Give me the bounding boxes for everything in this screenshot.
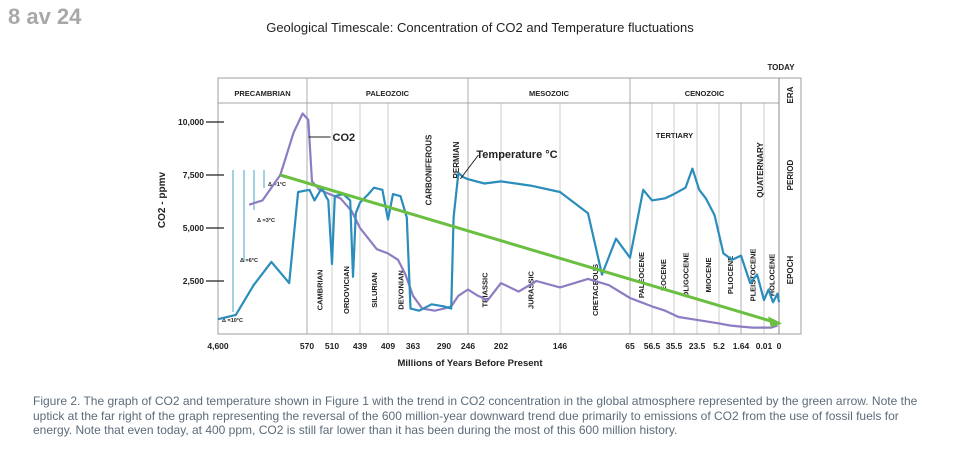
y-tick-label: 7,500 xyxy=(183,170,205,180)
temperature-annotation-line xyxy=(460,154,479,180)
epoch-label: SILURIAN xyxy=(370,272,379,307)
delta-label: Δ =6°C xyxy=(240,258,258,264)
epoch-label: JURASSIC xyxy=(527,270,536,309)
x-tick-label: 202 xyxy=(494,341,508,351)
delta-label: Δ =3°C xyxy=(257,218,275,224)
co2-annotation-label: CO2 xyxy=(333,132,356,144)
epoch-label: CRETACEOUS xyxy=(591,264,600,316)
x-tick-label: 409 xyxy=(381,341,395,351)
figure-caption: Figure 2. The graph of CO2 and temperatu… xyxy=(33,394,918,437)
chart-title: Geological Timescale: Concentration of C… xyxy=(266,20,694,35)
era-label: CENOZOIC xyxy=(685,89,725,98)
x-tick-label: 5.2 xyxy=(713,341,725,351)
x-tick-label: 23.5 xyxy=(689,341,706,351)
x-tick-label: 290 xyxy=(437,341,451,351)
x-tick-label: 56.5 xyxy=(644,341,661,351)
temperature-series-line xyxy=(217,167,781,321)
trend-arrow-head xyxy=(768,316,782,328)
epoch-label: EOCENE xyxy=(659,259,668,291)
y-tick-label: 5,000 xyxy=(183,223,205,233)
x-tick-label: 439 xyxy=(353,341,367,351)
trend-arrow-line xyxy=(279,173,773,323)
x-tick-label: 0.01 xyxy=(756,341,773,351)
x-axis-label: Millions of Years Before Present xyxy=(397,358,543,369)
x-tick-label: 510 xyxy=(325,341,339,351)
x-tick-label: 65 xyxy=(625,341,635,351)
period-label: TERTIARY xyxy=(656,131,693,140)
epoch-label: PLEISTOCENE xyxy=(749,249,758,302)
epoch-label: MIOCENE xyxy=(704,257,713,292)
x-tick-label: 246 xyxy=(461,341,475,351)
epoch-label: CAMBRIAN xyxy=(316,270,325,311)
era-label: PALEOZOIC xyxy=(366,89,410,98)
x-tick-label: 146 xyxy=(553,341,567,351)
period-label: PERMIAN xyxy=(452,141,461,178)
epoch-label: OLIGOCENE xyxy=(682,252,691,297)
delta-label: Δ =10°C xyxy=(222,318,243,324)
row-label: ERA xyxy=(786,86,795,103)
epoch-label: PLIOCENE xyxy=(726,256,735,294)
x-tick-label: 363 xyxy=(406,341,420,351)
x-tick-label: 570 xyxy=(300,341,314,351)
delta-label: Δ =1°C xyxy=(268,182,286,188)
y-axis-label: CO2 - ppmv xyxy=(157,172,168,229)
x-tick-label: 4,600 xyxy=(207,341,229,351)
epoch-label: ORDOVICIAN xyxy=(342,266,351,314)
slide-counter: 8 av 24 xyxy=(8,4,82,29)
epoch-label: TRIASSIC xyxy=(481,272,490,308)
epoch-label: HOLOCENE xyxy=(768,254,777,297)
y-tick-label: 10,000 xyxy=(178,117,204,127)
period-label: QUATERNARY xyxy=(756,142,765,198)
row-label-column xyxy=(778,77,802,335)
era-label: PRECAMBRIAN xyxy=(234,89,290,98)
x-tick-label: 35.5 xyxy=(666,341,683,351)
today-label: TODAY xyxy=(767,63,795,72)
x-tick-label: 1.64 xyxy=(733,341,750,351)
period-label: CARBONIFEROUS xyxy=(425,134,434,205)
epoch-label: DEVONIAN xyxy=(397,270,406,310)
era-label: MESOZOIC xyxy=(529,89,570,98)
epoch-label: PALEOCENE xyxy=(637,252,646,298)
row-label: PERIOD xyxy=(786,159,795,190)
row-label: EPOCH xyxy=(786,256,795,285)
x-tick-label: 0 xyxy=(777,341,782,351)
y-tick-label: 2,500 xyxy=(183,276,205,286)
temperature-annotation-label: Temperature °C xyxy=(476,149,557,161)
